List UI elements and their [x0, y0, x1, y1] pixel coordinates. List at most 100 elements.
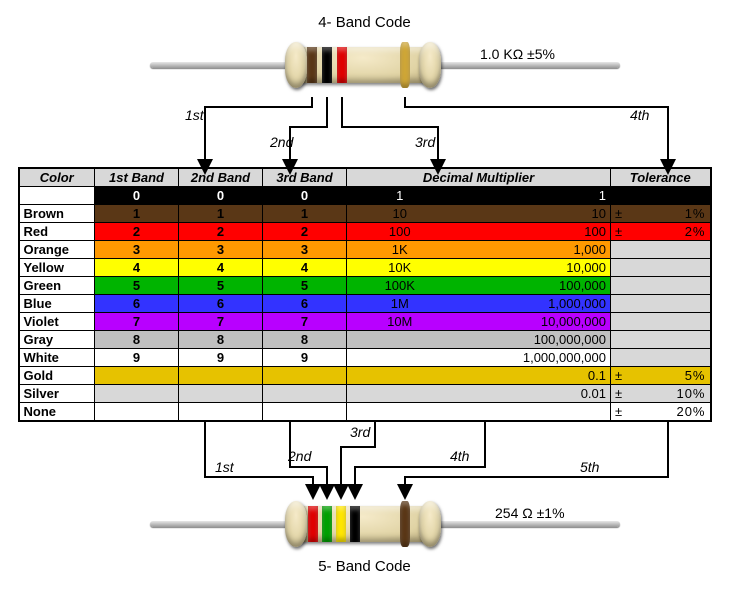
- resistor-band: [308, 506, 318, 542]
- table-row: Blue6661M1,000,000: [19, 295, 711, 313]
- table-cell: 100,000: [453, 277, 611, 295]
- table-cell: [347, 349, 453, 367]
- table-cell: [95, 367, 179, 385]
- table-cell: 3: [263, 241, 347, 259]
- table-cell: 100,000,000: [453, 331, 611, 349]
- table-header: Color: [19, 168, 95, 187]
- table-cell: 100: [453, 223, 611, 241]
- resistor-band: [350, 506, 360, 542]
- color-code-table: Color1st Band2nd Band3rd BandDecimal Mul…: [18, 167, 712, 422]
- resistor-band: [322, 47, 332, 83]
- table-cell: 0: [263, 187, 347, 205]
- table-cell: 1: [179, 205, 263, 223]
- resistor-value-label: 1.0 KΩ ±5%: [480, 46, 555, 62]
- table-cell: 1,000,000,000: [453, 349, 611, 367]
- table-cell: 8: [179, 331, 263, 349]
- table-cell: Green: [19, 277, 95, 295]
- table-cell: 0.1: [453, 367, 611, 385]
- table-cell: 9: [263, 349, 347, 367]
- table-cell: 0: [179, 187, 263, 205]
- table-cell: 1M: [347, 295, 453, 313]
- ordinal-label: 1st: [215, 459, 234, 475]
- table-cell: Gray: [19, 331, 95, 349]
- table-cell: 10: [453, 205, 611, 223]
- table-row: Green555100K100,000: [19, 277, 711, 295]
- table-cell: 0.01: [453, 385, 611, 403]
- table-row: Red222100100±2%: [19, 223, 711, 241]
- table-cell: [263, 403, 347, 422]
- table-cell: 100K: [347, 277, 453, 295]
- table-cell: Orange: [19, 241, 95, 259]
- table-cell: 1: [263, 205, 347, 223]
- table-cell: [611, 349, 711, 367]
- table-row: Black00011: [19, 187, 711, 205]
- table-cell: ±10%: [611, 385, 711, 403]
- table-cell: [611, 295, 711, 313]
- table-cell: [611, 277, 711, 295]
- table-cell: Gold: [19, 367, 95, 385]
- ordinal-label: 4th: [630, 107, 649, 123]
- table-cell: 0: [95, 187, 179, 205]
- arrows-top: 1st 2nd 3rd 4th: [10, 97, 719, 167]
- ordinal-label: 5th: [580, 459, 599, 475]
- table-cell: Black: [19, 187, 95, 205]
- table-cell: 1: [347, 187, 453, 205]
- table-cell: [453, 403, 611, 422]
- resistor-cap: [419, 42, 441, 88]
- pointer-arrow: [205, 97, 312, 167]
- table-cell: 4: [179, 259, 263, 277]
- table-cell: [611, 259, 711, 277]
- pointer-arrow: [405, 97, 668, 167]
- resistor-cap: [285, 501, 307, 547]
- ordinal-label: 2nd: [270, 134, 293, 150]
- table-row: Violet77710M10,000,000: [19, 313, 711, 331]
- table-cell: [179, 385, 263, 403]
- table-cell: ±2%: [611, 223, 711, 241]
- table-cell: Violet: [19, 313, 95, 331]
- ordinal-label: 3rd: [350, 424, 370, 440]
- table-row: Orange3331K1,000: [19, 241, 711, 259]
- resistor-band: [322, 506, 332, 542]
- resistor-cap: [419, 501, 441, 547]
- table-row: Gold0.1±5%: [19, 367, 711, 385]
- ordinal-label: 1st: [185, 107, 204, 123]
- table-cell: 2: [263, 223, 347, 241]
- table-cell: 6: [179, 295, 263, 313]
- table-cell: 10,000,000: [453, 313, 611, 331]
- table-cell: 5: [95, 277, 179, 295]
- table-cell: 5: [263, 277, 347, 295]
- table-header: 3rd Band: [263, 168, 347, 187]
- table-cell: 2: [95, 223, 179, 241]
- table-cell: 6: [95, 295, 179, 313]
- table-cell: None: [19, 403, 95, 422]
- resistor-band: [400, 501, 410, 547]
- table-cell: 9: [95, 349, 179, 367]
- table-cell: Yellow: [19, 259, 95, 277]
- table-cell: 3: [95, 241, 179, 259]
- table-cell: [95, 385, 179, 403]
- table-cell: Silver: [19, 385, 95, 403]
- table-cell: 4: [95, 259, 179, 277]
- table-row: Yellow44410K10,000: [19, 259, 711, 277]
- table-cell: [347, 367, 453, 385]
- table-cell: [263, 385, 347, 403]
- bottom-title: 5- Band Code: [10, 558, 719, 575]
- table-header: Tolerance: [611, 168, 711, 187]
- ordinal-label: 3rd: [415, 134, 435, 150]
- table-cell: [611, 187, 711, 205]
- table-cell: 9: [179, 349, 263, 367]
- table-cell: 1K: [347, 241, 453, 259]
- table-cell: 4: [263, 259, 347, 277]
- table-header: Decimal Multiplier: [347, 168, 611, 187]
- ordinal-label: 4th: [450, 448, 469, 464]
- table-cell: 10M: [347, 313, 453, 331]
- table-cell: [179, 403, 263, 422]
- table-cell: [347, 385, 453, 403]
- table-cell: 1: [95, 205, 179, 223]
- table-cell: 10K: [347, 259, 453, 277]
- table-cell: Brown: [19, 205, 95, 223]
- arrows-bottom: 1st 2nd 3rd 4th 5th: [10, 422, 719, 492]
- ordinal-label: 2nd: [288, 448, 311, 464]
- table-row: Brown1111010±1%: [19, 205, 711, 223]
- table-cell: 1,000: [453, 241, 611, 259]
